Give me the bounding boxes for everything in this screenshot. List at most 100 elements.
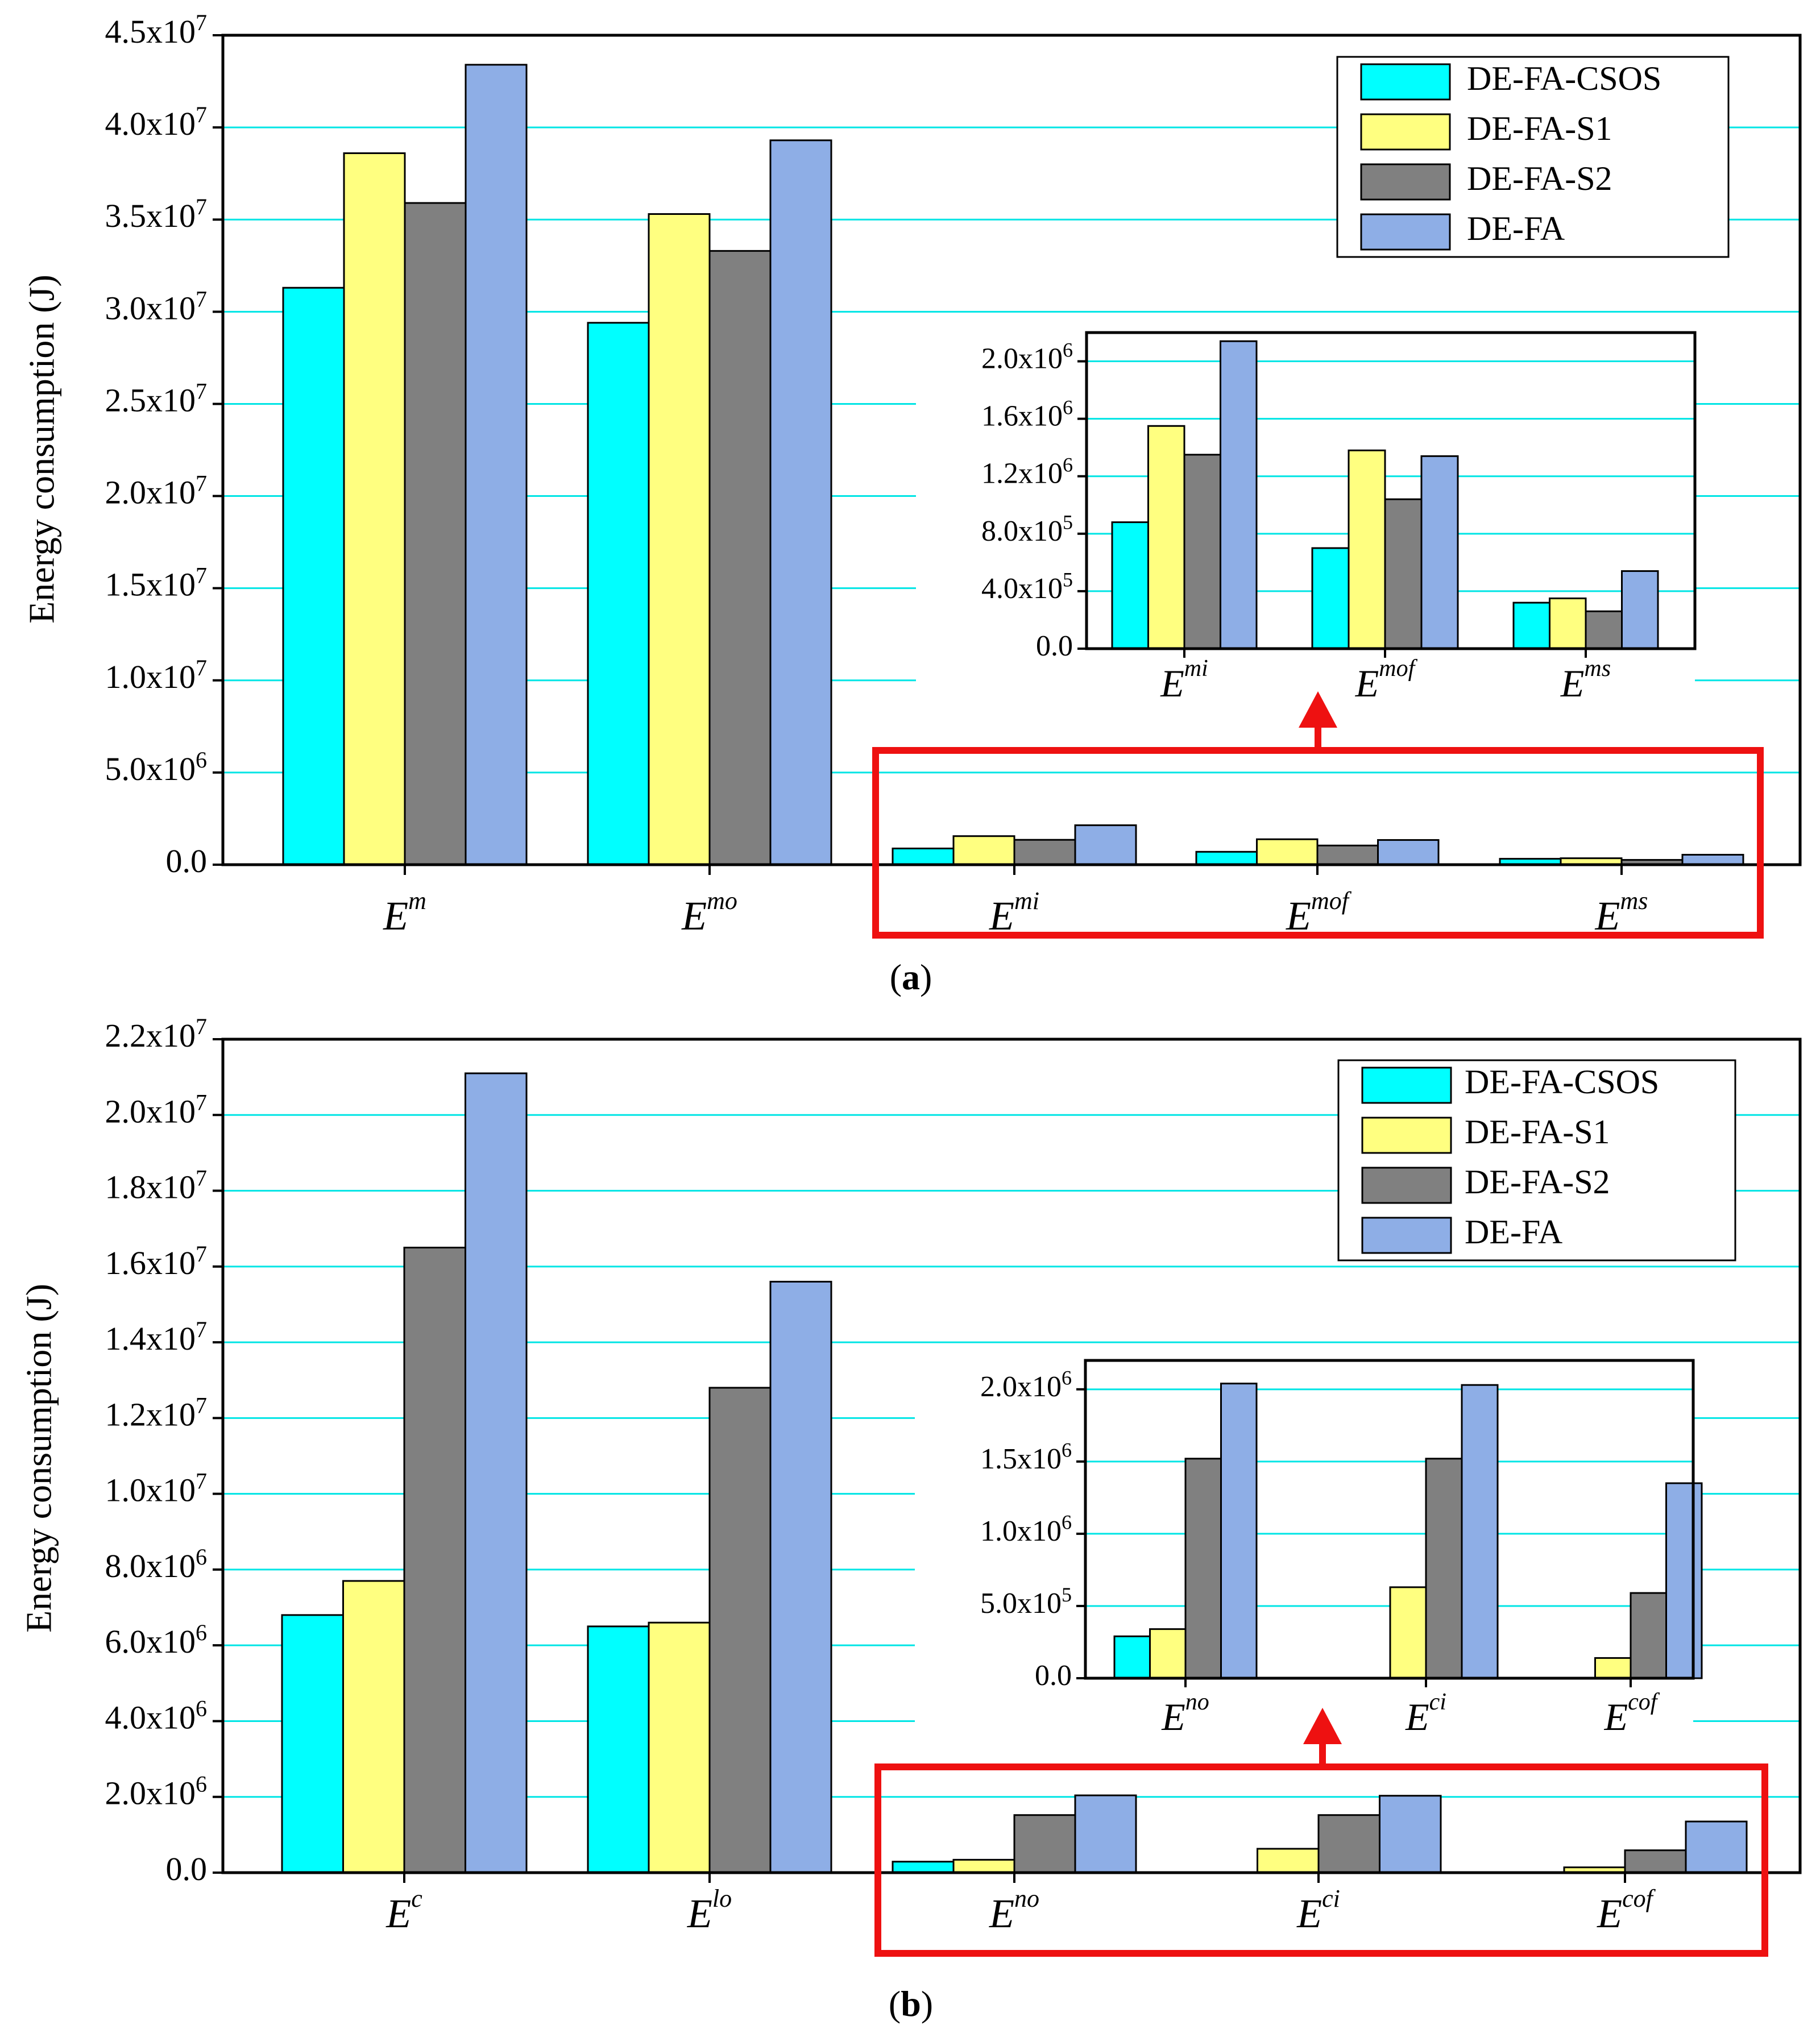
x-category-label-base: E — [989, 1891, 1014, 1936]
y-tick-label-exp: 7 — [196, 194, 207, 219]
inset-bar — [1184, 1458, 1222, 1679]
x-category-label: Elo — [687, 1885, 732, 1936]
main-bar — [1257, 1848, 1320, 1874]
x-category-label-sup: mof — [1311, 887, 1352, 915]
x-category-label-sup: ms — [1620, 887, 1648, 915]
y-tick-label-base: 1.4x10 — [105, 1320, 196, 1357]
x-category-label-base: E — [1296, 1891, 1322, 1936]
inset-category-label: Ems — [1560, 655, 1611, 705]
inset-y-tick-label: 2.0x106 — [980, 1367, 1072, 1403]
main-bar — [892, 847, 955, 866]
plot-frame — [221, 1038, 1802, 1874]
main-bar — [1317, 1814, 1380, 1874]
inset-bar — [1389, 1586, 1427, 1679]
y-tick-label-exp: 7 — [196, 10, 207, 35]
y-tick-label-base: 1.6x10 — [105, 1244, 196, 1281]
inset-bar — [1113, 1635, 1151, 1679]
y-tick-label: 4.0x107 — [105, 102, 208, 142]
panel-caption-letter: a — [902, 957, 920, 997]
inset-category-label-sup: no — [1185, 1689, 1209, 1715]
x-category-label-base: E — [1597, 1891, 1622, 1936]
inset-y-tick-label-base: 8.0x10 — [981, 515, 1063, 547]
main-bar — [1256, 838, 1319, 866]
inset-category-label-base: E — [1355, 662, 1379, 705]
y-tick-label: 2.0x107 — [105, 1089, 208, 1130]
y-tick-label: 3.5x107 — [105, 194, 208, 234]
main-bar — [952, 1858, 1015, 1874]
x-category-label: Ems — [1595, 887, 1648, 939]
inset-bar — [1585, 610, 1623, 650]
y-tick-label-exp: 7 — [196, 1468, 207, 1494]
y-tick-label-exp: 6 — [196, 747, 207, 773]
y-tick-label: 1.4x107 — [105, 1317, 208, 1357]
y-tick-label-base: 1.2x10 — [105, 1396, 196, 1433]
inset-y-tick-label: 1.6x106 — [981, 396, 1073, 433]
y-tick-label-exp: 7 — [196, 563, 207, 588]
x-category-label: Ec — [385, 1885, 422, 1936]
main-bar — [1624, 1849, 1687, 1874]
legend-swatch — [1360, 63, 1451, 101]
inset-y-tick-label-exp: 5 — [1063, 569, 1073, 591]
inset-y-tick-label-base: 1.5x10 — [980, 1443, 1062, 1475]
y-tick-label-base: 2.0x10 — [105, 1093, 196, 1130]
inset-y-tick-label-exp: 6 — [1063, 454, 1073, 476]
legend-label: DE-FA-S1 — [1465, 1113, 1610, 1151]
inset-bar — [1384, 498, 1423, 650]
x-category-label-sup: c — [411, 1885, 422, 1912]
main-bar — [282, 287, 345, 866]
inset-y-tick-label-base: 5.0x10 — [980, 1587, 1062, 1620]
y-tick-label-exp: 7 — [196, 1165, 207, 1191]
y-tick-label-base: 4.0x10 — [105, 1699, 196, 1736]
legend-label: DE-FA-CSOS — [1465, 1063, 1659, 1101]
inset-y-tick-label: 0.0 — [1035, 1659, 1072, 1692]
inset-y-tick-label-base: 4.0x10 — [981, 572, 1063, 605]
x-category-label-sup: cof — [1622, 1885, 1656, 1912]
legend-swatch — [1360, 213, 1451, 251]
inset-category-label-sup: mi — [1184, 655, 1208, 682]
highlight-arrow-head — [1303, 1708, 1342, 1744]
inset-y-tick-label: 8.0x105 — [981, 511, 1073, 547]
y-tick-label-exp: 7 — [196, 1089, 207, 1115]
inset-category-label-sup: mof — [1379, 655, 1417, 682]
inset-y-tick-label-exp: 5 — [1062, 1583, 1072, 1606]
panel-a: 0.05.0x1061.0x1071.5x1072.0x1072.5x1073.… — [22, 10, 1802, 997]
inset-category-label-sup: ci — [1429, 1689, 1446, 1715]
inset-bar — [1461, 1384, 1499, 1679]
inset-chart: 0.04.0x1058.0x1051.2x1061.6x1062.0x106Em… — [916, 316, 1697, 728]
inset-category-label-base: E — [1604, 1695, 1628, 1738]
x-category-label: Emof — [1286, 887, 1352, 939]
inset-y-tick-label-base: 1.0x10 — [980, 1515, 1062, 1547]
y-tick-label-base: 3.0x10 — [105, 290, 196, 327]
x-category-label-sup: lo — [712, 1885, 732, 1912]
main-bar — [404, 202, 467, 866]
inset-bar — [1594, 1657, 1632, 1679]
inset-category-label-base: E — [1405, 1695, 1429, 1738]
inset-y-tick-label-base: 2.0x10 — [981, 342, 1063, 375]
y-tick-label: 1.0x107 — [105, 1468, 208, 1509]
main-bar — [1074, 1794, 1137, 1874]
inset-y-tick-label: 1.5x106 — [980, 1439, 1072, 1475]
inset-frame — [1085, 331, 1697, 650]
y-tick-label-exp: 7 — [196, 102, 207, 127]
y-tick-label-base: 2.0x10 — [105, 1775, 196, 1812]
inset-bar — [1311, 547, 1350, 650]
main-bar — [708, 1387, 772, 1874]
main-bar — [1013, 839, 1076, 866]
inset-bar — [1549, 597, 1587, 650]
y-tick-label-base: 2.2x10 — [105, 1017, 196, 1054]
legend-swatch — [1360, 113, 1451, 151]
panel-caption-open: ( — [889, 1983, 901, 2024]
x-category-label-base: E — [385, 1891, 411, 1936]
inset-y-tick-label-base: 2.0x10 — [980, 1371, 1062, 1403]
legend-label: DE-FA-S2 — [1465, 1163, 1610, 1201]
inset-category-label-base: E — [1160, 662, 1184, 705]
y-tick-label-base: 5.0x10 — [105, 750, 196, 787]
inset-category-label: Emi — [1160, 655, 1208, 705]
legend-swatch — [1361, 1217, 1452, 1254]
y-tick-label-exp: 7 — [196, 655, 207, 680]
main-bar — [769, 1280, 832, 1874]
main-bar — [892, 1861, 955, 1874]
inset-bar — [1630, 1592, 1667, 1679]
inset-bar — [1147, 425, 1185, 650]
main-bar — [1377, 839, 1440, 866]
